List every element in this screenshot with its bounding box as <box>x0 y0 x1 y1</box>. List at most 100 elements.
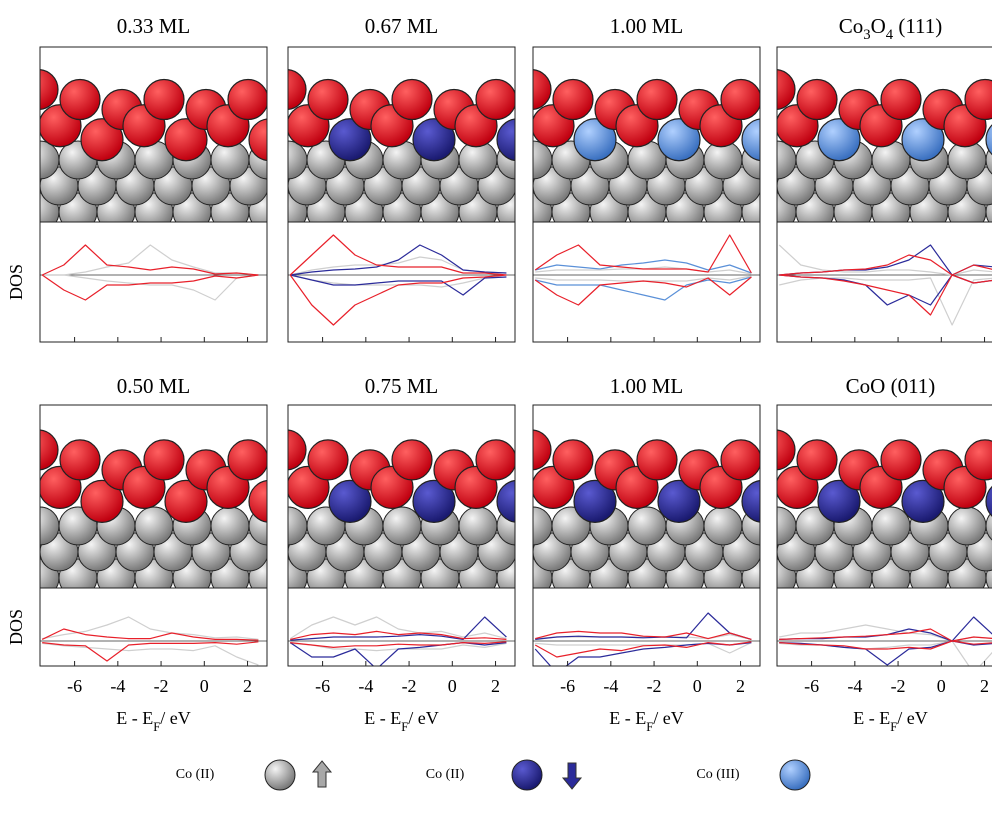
x-tick-label: 0 <box>693 676 702 696</box>
atom <box>0 452 39 494</box>
dos-bg <box>40 588 267 666</box>
atom <box>328 479 372 523</box>
x-tick-label: 0 <box>448 676 457 696</box>
x-axis-label: E - EF/ eV <box>116 708 191 734</box>
atom <box>657 479 701 523</box>
panel-title: Co3O4 (111) <box>839 14 943 44</box>
atom <box>288 429 307 471</box>
atom <box>741 479 760 523</box>
atom <box>0 559 21 597</box>
dos-curve <box>41 244 259 276</box>
atom <box>720 439 760 481</box>
x-axis-label-part: / eV <box>897 708 928 728</box>
atom <box>328 118 372 162</box>
panel-title-part: O <box>871 14 886 38</box>
panel <box>533 429 760 666</box>
atom <box>901 118 945 162</box>
atom <box>210 506 250 546</box>
dos-curve <box>779 274 992 316</box>
x-tick-label: -6 <box>67 676 82 696</box>
x-axis-label-part: / eV <box>160 708 191 728</box>
atom <box>143 78 185 121</box>
atom <box>391 439 433 481</box>
x-tick-label: -6 <box>560 676 575 696</box>
atom <box>475 439 515 481</box>
x-tick-label: -2 <box>647 676 662 696</box>
legend-label: Co (II) <box>426 767 465 782</box>
panel-frame <box>776 46 992 343</box>
panel-title: CoO (011) <box>846 374 936 398</box>
dos-curve <box>535 276 752 301</box>
x-tick-label: 2 <box>736 676 745 696</box>
atom <box>412 118 456 162</box>
dos-curve <box>779 277 992 326</box>
panel <box>0 69 267 342</box>
atom <box>164 479 208 523</box>
dos-curve <box>42 641 259 662</box>
dos-curve <box>779 628 992 642</box>
atom <box>741 118 760 162</box>
x-axis-label-part: F <box>401 720 408 734</box>
panel-title-part: 0.67 ML <box>365 14 439 38</box>
panel <box>533 69 760 342</box>
atom <box>0 141 21 179</box>
panel-title-part: 1.00 ML <box>610 14 684 38</box>
dos-curve <box>290 641 507 648</box>
atom <box>533 429 552 471</box>
dos-curve <box>41 274 259 301</box>
x-tick-label: 0 <box>200 676 209 696</box>
atom <box>227 439 267 481</box>
panel <box>777 69 992 342</box>
x-axis-label: E - EF/ eV <box>853 708 928 734</box>
atom <box>636 78 678 121</box>
atom <box>40 547 41 557</box>
atom <box>80 479 124 523</box>
x-axis-label-part: E - E <box>364 708 401 728</box>
panel-title-part: 0.75 ML <box>365 374 439 398</box>
atom <box>0 91 39 133</box>
x-axis-label: E - EF/ eV <box>609 708 684 734</box>
y-axis-label: DOS <box>6 609 26 645</box>
atom <box>458 506 498 546</box>
x-tick-label: 2 <box>980 676 989 696</box>
legend-atom <box>264 759 296 791</box>
x-axis-label-part: E - E <box>853 708 890 728</box>
atom <box>796 78 838 121</box>
atom <box>134 506 174 546</box>
x-axis-label-part: / eV <box>408 708 439 728</box>
atom <box>964 439 992 481</box>
panel-frame <box>39 404 268 667</box>
dos-curve <box>778 244 992 276</box>
dos-curve <box>290 244 507 276</box>
x-axis-label-part: / eV <box>653 708 684 728</box>
atom <box>496 479 515 523</box>
legend-atom <box>779 759 811 791</box>
dos-curve <box>41 628 259 641</box>
x-axis-label-part: E - E <box>609 708 646 728</box>
atom <box>307 78 349 121</box>
atom <box>382 506 422 546</box>
dos-bg <box>40 222 267 342</box>
dos-curve <box>42 642 259 666</box>
dos-curve <box>42 274 259 301</box>
atom <box>164 118 208 162</box>
dos-curve <box>534 641 752 658</box>
atom <box>817 118 861 162</box>
atom <box>720 78 760 121</box>
panel <box>288 429 515 666</box>
x-tick-label: -4 <box>847 676 862 696</box>
atom <box>552 439 594 481</box>
atom <box>871 506 911 546</box>
atom <box>627 506 667 546</box>
dos-bg <box>533 588 760 666</box>
panel-title-part: 0.33 ML <box>117 14 191 38</box>
atom <box>777 429 796 471</box>
atom <box>964 78 992 121</box>
atom <box>533 69 552 110</box>
atom <box>59 78 101 121</box>
atom <box>248 118 267 162</box>
legend-atom <box>511 759 543 791</box>
dos-bg <box>777 222 992 342</box>
panel-title-part: 4 <box>886 27 894 43</box>
